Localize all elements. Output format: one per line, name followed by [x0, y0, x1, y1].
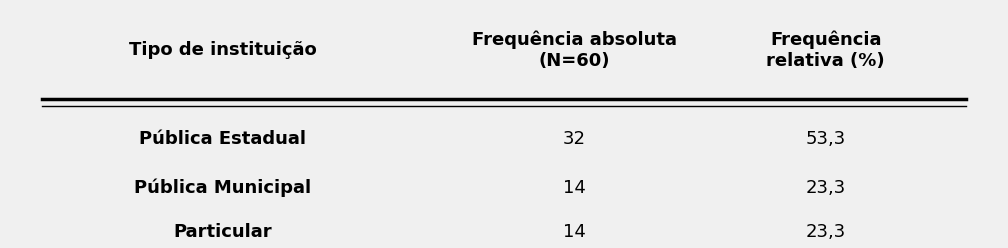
Text: 14: 14	[562, 223, 586, 241]
Text: Pública Municipal: Pública Municipal	[134, 179, 311, 197]
Text: 32: 32	[562, 130, 586, 148]
Text: 14: 14	[562, 179, 586, 197]
Text: Tipo de instituição: Tipo de instituição	[129, 41, 317, 60]
Text: Pública Estadual: Pública Estadual	[139, 130, 306, 148]
Text: 53,3: 53,3	[805, 130, 846, 148]
Text: Frequência absoluta
(N=60): Frequência absoluta (N=60)	[472, 31, 676, 70]
Text: Frequência
relativa (%): Frequência relativa (%)	[766, 31, 885, 70]
Text: 23,3: 23,3	[805, 223, 846, 241]
Text: 23,3: 23,3	[805, 179, 846, 197]
Text: Particular: Particular	[173, 223, 272, 241]
